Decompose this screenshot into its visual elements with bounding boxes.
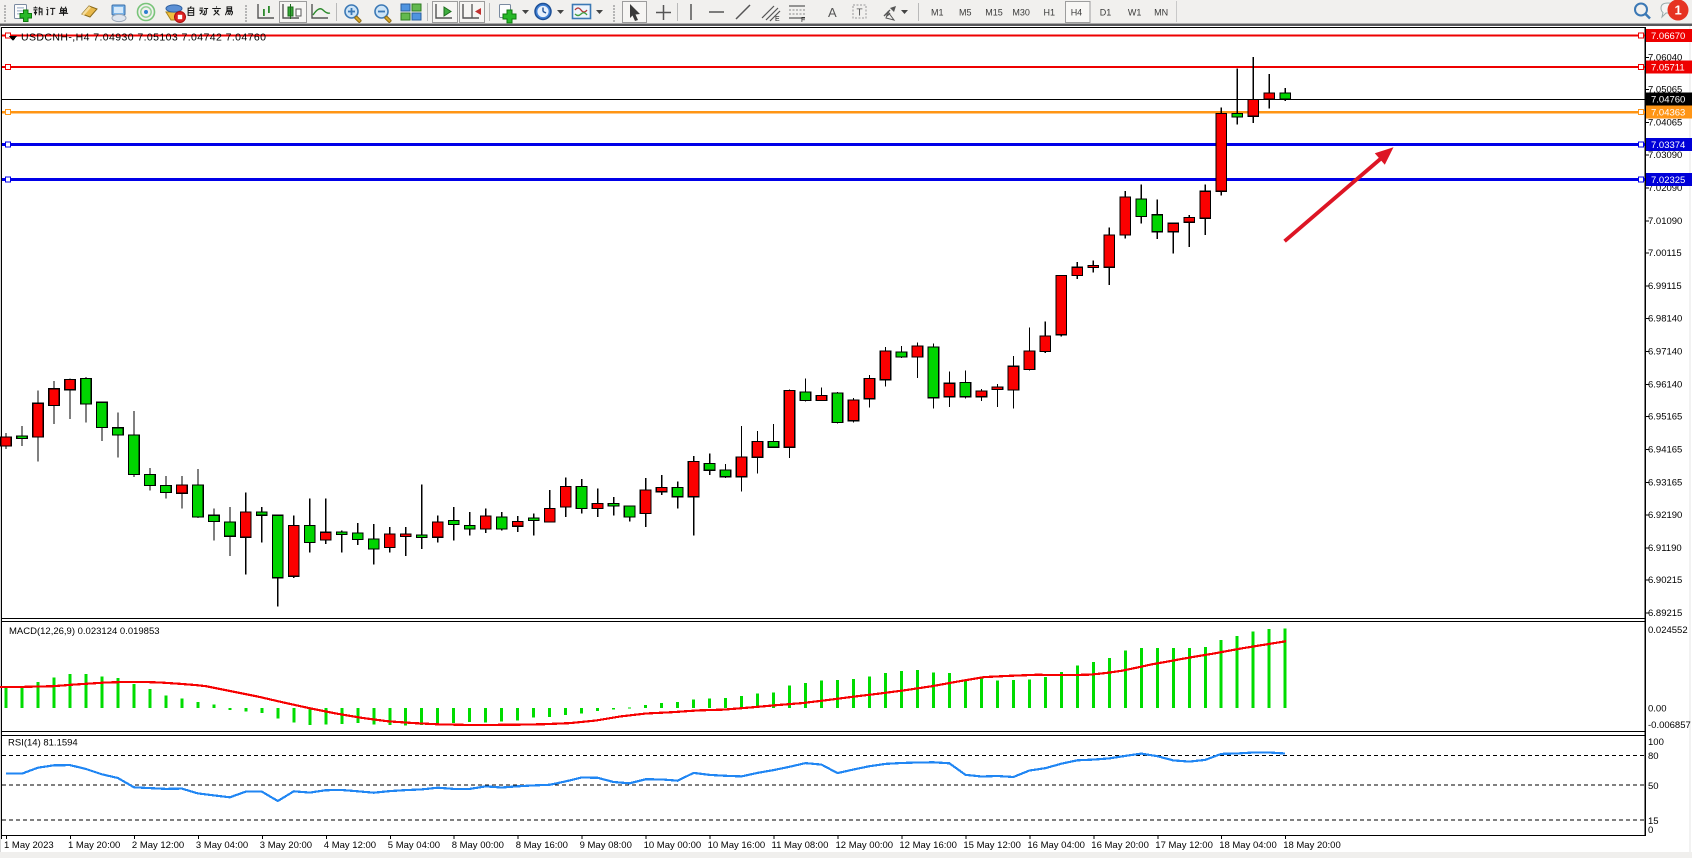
- svg-text:7.03090: 7.03090: [1648, 150, 1682, 161]
- svg-text:80: 80: [1648, 751, 1659, 762]
- svg-text:16 May 04:00: 16 May 04:00: [1027, 840, 1085, 851]
- svg-text:18 May 04:00: 18 May 04:00: [1219, 840, 1277, 851]
- svg-text:6.94165: 6.94165: [1648, 445, 1682, 456]
- svg-text:A: A: [828, 5, 837, 20]
- svg-text:E: E: [775, 16, 780, 23]
- svg-text:-0.006857: -0.006857: [1648, 720, 1691, 731]
- svg-text:18 May 20:00: 18 May 20:00: [1283, 840, 1341, 851]
- svg-text:1 May 20:00: 1 May 20:00: [68, 840, 120, 851]
- svg-text:0: 0: [1648, 825, 1653, 836]
- svg-text:4 May 12:00: 4 May 12:00: [324, 840, 376, 851]
- svg-text:T: T: [857, 8, 863, 19]
- svg-text:6.95165: 6.95165: [1648, 412, 1682, 423]
- svg-text:6.92190: 6.92190: [1648, 510, 1682, 521]
- svg-text:6.93165: 6.93165: [1648, 478, 1682, 489]
- svg-text:10 May 00:00: 10 May 00:00: [644, 840, 702, 851]
- svg-text:7.06670: 7.06670: [1651, 31, 1685, 42]
- svg-text:50: 50: [1648, 781, 1659, 792]
- svg-text:12 May 16:00: 12 May 16:00: [899, 840, 957, 851]
- svg-text:F: F: [801, 17, 805, 24]
- svg-text:6.89215: 6.89215: [1648, 608, 1682, 619]
- svg-text:RSI(14) 81.1594: RSI(14) 81.1594: [8, 738, 78, 749]
- svg-text:7.01090: 7.01090: [1648, 216, 1682, 227]
- svg-text:USDCNH-,H4 7.04930 7.05103 7.: USDCNH-,H4 7.04930 7.05103 7.04742 7.047…: [21, 32, 266, 44]
- svg-text:0.00: 0.00: [1648, 704, 1667, 715]
- svg-text:16 May 20:00: 16 May 20:00: [1091, 840, 1149, 851]
- svg-text:6.90215: 6.90215: [1648, 575, 1682, 586]
- svg-text:15: 15: [1648, 816, 1659, 827]
- svg-text:7.05711: 7.05711: [1651, 63, 1685, 74]
- svg-text:9 May 08:00: 9 May 08:00: [580, 840, 632, 851]
- svg-text:7.06040: 7.06040: [1648, 53, 1682, 64]
- svg-text:6.91190: 6.91190: [1648, 543, 1682, 554]
- svg-text:7.02325: 7.02325: [1651, 175, 1685, 186]
- svg-text:17 May 12:00: 17 May 12:00: [1155, 840, 1213, 851]
- svg-text:6.99115: 6.99115: [1648, 281, 1682, 292]
- svg-text:D1: D1: [1100, 8, 1112, 18]
- svg-text:12 May 00:00: 12 May 00:00: [836, 840, 894, 851]
- svg-text:6.96140: 6.96140: [1648, 379, 1682, 390]
- svg-text:6.98140: 6.98140: [1648, 313, 1682, 324]
- svg-text:8 May 00:00: 8 May 00:00: [452, 840, 504, 851]
- svg-text:5 May 04:00: 5 May 04:00: [388, 840, 440, 851]
- svg-text:M1: M1: [931, 8, 944, 18]
- svg-text:7.02090: 7.02090: [1648, 183, 1682, 194]
- svg-text:8 May 16:00: 8 May 16:00: [516, 840, 568, 851]
- svg-text:1: 1: [1675, 3, 1682, 18]
- svg-text:10 May 16:00: 10 May 16:00: [708, 840, 766, 851]
- svg-text:7.04363: 7.04363: [1651, 108, 1685, 119]
- svg-text:M5: M5: [959, 8, 972, 18]
- svg-text:7.05065: 7.05065: [1648, 85, 1682, 96]
- svg-text:2 May 12:00: 2 May 12:00: [132, 840, 184, 851]
- svg-text:M15: M15: [985, 8, 1003, 18]
- svg-text:0.024552: 0.024552: [1648, 625, 1688, 636]
- svg-text:H4: H4: [1071, 8, 1083, 18]
- svg-text:1 May 2023: 1 May 2023: [4, 840, 54, 851]
- svg-text:7.04760: 7.04760: [1651, 95, 1685, 106]
- svg-text:3 May 20:00: 3 May 20:00: [260, 840, 312, 851]
- svg-text:15 May 12:00: 15 May 12:00: [963, 840, 1021, 851]
- svg-text:3 May 04:00: 3 May 04:00: [196, 840, 248, 851]
- svg-text:100: 100: [1648, 737, 1664, 748]
- svg-text:H1: H1: [1044, 8, 1056, 18]
- svg-text:7.03374: 7.03374: [1651, 140, 1685, 151]
- svg-text:MN: MN: [1154, 8, 1168, 18]
- svg-text:M30: M30: [1012, 8, 1030, 18]
- svg-text:MACD(12,26,9) 0.023124 0.01985: MACD(12,26,9) 0.023124 0.019853: [9, 626, 160, 637]
- svg-text:11 May 08:00: 11 May 08:00: [772, 840, 829, 851]
- svg-text:6.97140: 6.97140: [1648, 346, 1682, 357]
- svg-text:7.00115: 7.00115: [1648, 248, 1682, 259]
- svg-text:7.04065: 7.04065: [1648, 118, 1682, 129]
- svg-text:W1: W1: [1128, 8, 1142, 18]
